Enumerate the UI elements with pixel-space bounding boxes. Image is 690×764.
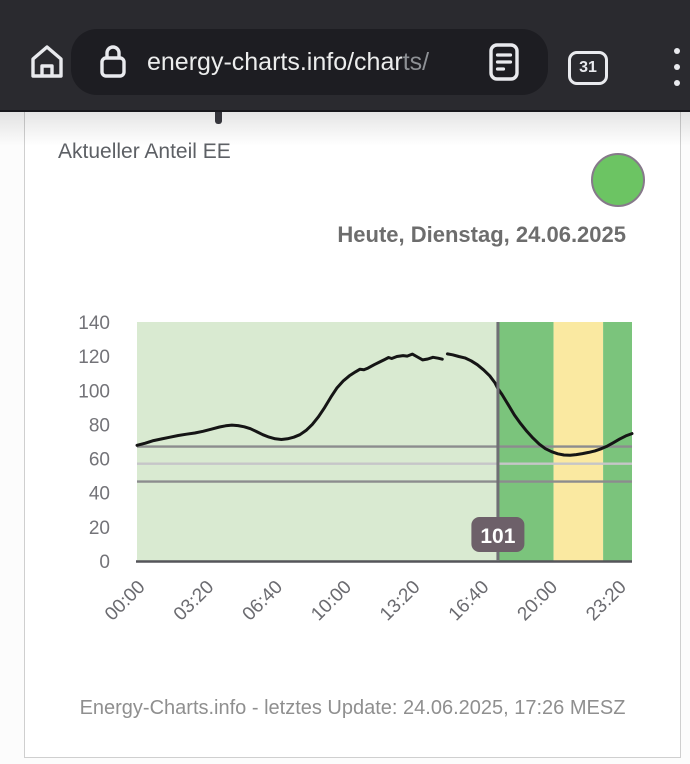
svg-text:06:40: 06:40	[239, 577, 287, 625]
svg-text:140: 140	[78, 313, 110, 334]
svg-text:10:00: 10:00	[307, 577, 355, 625]
chart-subtitle: Aktueller Anteil EE	[58, 140, 231, 163]
svg-text:120: 120	[78, 347, 110, 368]
svg-text:03:20: 03:20	[170, 577, 218, 625]
browser-toolbar: energy-charts.info/charts/ 31	[0, 0, 690, 112]
svg-text:100: 100	[78, 381, 110, 402]
svg-text:60: 60	[89, 450, 110, 471]
svg-text:13:20: 13:20	[376, 577, 424, 625]
url-bar[interactable]: energy-charts.info/charts/	[71, 29, 548, 95]
home-icon	[31, 45, 63, 78]
lock-icon	[100, 45, 126, 78]
svg-text:20:00: 20:00	[514, 577, 562, 625]
clipped-heading-descender	[215, 112, 222, 124]
home-button[interactable]	[28, 42, 66, 82]
tab-switcher-button[interactable]: 31	[568, 51, 608, 85]
last-update-note: Energy-Charts.info - letztes Update: 24.…	[79, 697, 626, 719]
svg-text:0: 0	[99, 552, 110, 573]
url-text-faded: ts/	[402, 47, 430, 76]
svg-text:80: 80	[89, 415, 110, 436]
svg-text:101: 101	[480, 525, 515, 548]
reader-mode-icon[interactable]	[489, 43, 519, 81]
menu-button[interactable]	[671, 48, 683, 86]
svg-text:20: 20	[89, 518, 110, 539]
svg-text:00:00: 00:00	[101, 577, 149, 625]
svg-text:23:20: 23:20	[582, 577, 630, 625]
url-text: energy-charts.info/charts/	[147, 47, 430, 76]
date-label: Heute, Dienstag, 24.06.2025	[337, 222, 626, 247]
tab-count: 31	[579, 59, 597, 76]
crosshair-tooltip	[471, 517, 525, 552]
svg-text:40: 40	[89, 484, 110, 505]
svg-text:16:40: 16:40	[445, 577, 493, 625]
kebab-menu-icon	[674, 48, 680, 54]
status-indicator-circle	[591, 153, 645, 207]
